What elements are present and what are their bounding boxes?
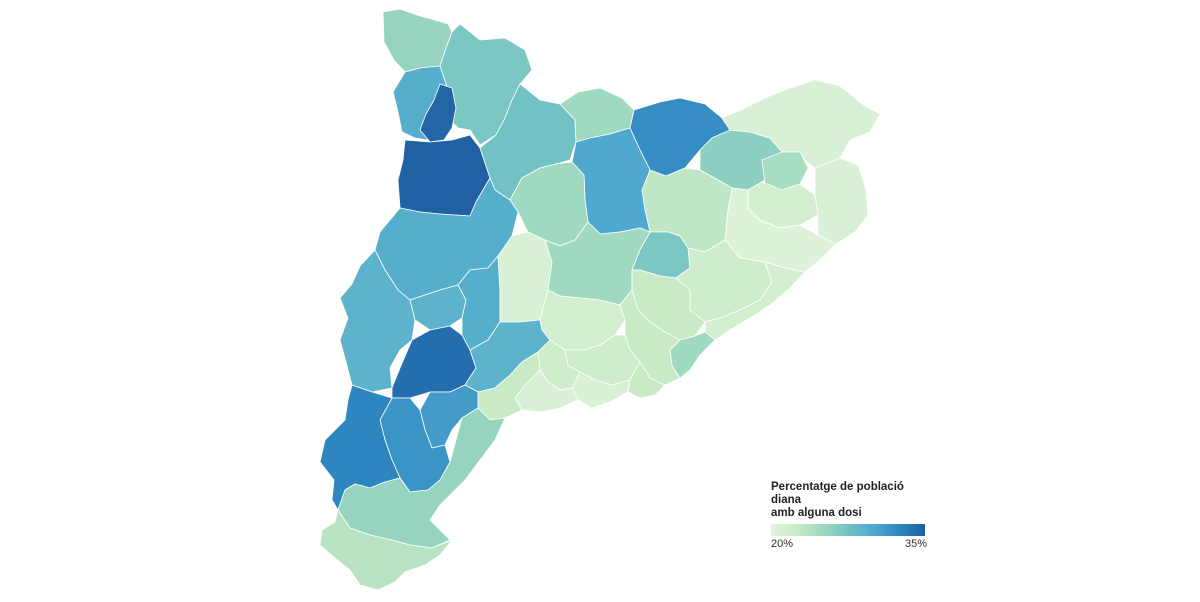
legend-title: Percentatge de població diana amb alguna… — [771, 481, 927, 520]
region-montsia[interactable] — [319, 509, 453, 591]
legend-color-bar — [771, 524, 925, 536]
region-pla-de-l-estany[interactable] — [761, 151, 809, 191]
legend-max-label: 35% — [904, 538, 927, 550]
region-alt-emporda[interactable] — [721, 79, 881, 169]
legend-min-label: 20% — [771, 538, 794, 550]
legend-ticks: 20% 35% — [771, 538, 927, 552]
legend-title-line2: amb alguna dosi — [771, 507, 862, 519]
legend: Percentatge de població diana amb alguna… — [771, 481, 927, 552]
region-segria[interactable] — [339, 249, 416, 393]
legend-title-line1: Percentatge de població diana — [771, 481, 904, 506]
region-baix-emporda[interactable] — [814, 157, 869, 245]
region-garraf[interactable] — [627, 361, 666, 399]
